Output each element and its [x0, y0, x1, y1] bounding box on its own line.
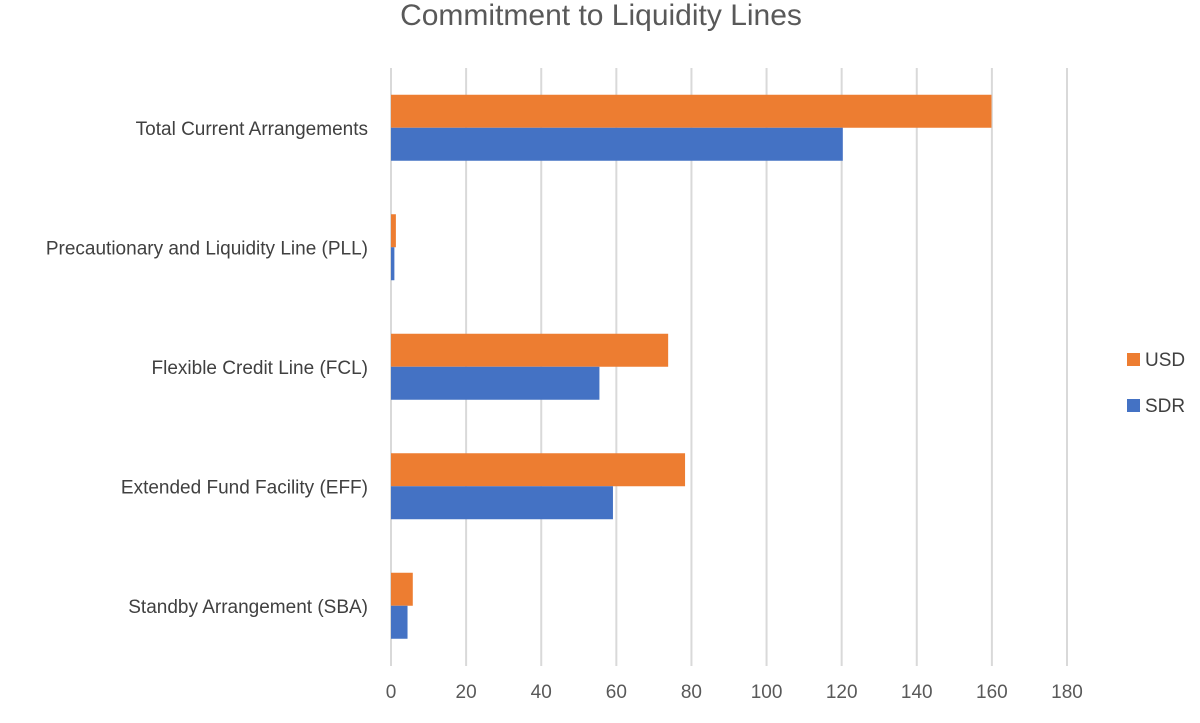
category-labels: Total Current Arrangements Precautionary …	[46, 119, 368, 618]
x-tick-label: 120	[826, 682, 858, 703]
legend-label-sdr: SDR	[1145, 396, 1185, 417]
legend-swatch-usd	[1127, 353, 1140, 366]
chart-title: Commitment to Liquidity Lines	[400, 0, 802, 32]
bar-sdr	[391, 366, 600, 400]
bar-usd	[391, 453, 686, 487]
x-tick-label: 80	[681, 682, 702, 703]
x-tick-label: 100	[751, 682, 783, 703]
x-tick-label: 180	[1051, 682, 1083, 703]
bar-usd	[391, 333, 669, 367]
bar-usd	[391, 94, 992, 128]
bars	[391, 94, 992, 639]
bar-sdr	[391, 486, 613, 520]
category-label: Standby Arrangement (SBA)	[128, 597, 368, 618]
legend-label-usd: USD	[1145, 350, 1185, 371]
x-tick-label: 60	[606, 682, 627, 703]
bar-sdr	[391, 127, 843, 161]
x-tick-label: 20	[456, 682, 477, 703]
category-label: Flexible Credit Line (FCL)	[152, 358, 368, 379]
category-label: Total Current Arrangements	[136, 119, 368, 140]
x-tick-label: 40	[531, 682, 552, 703]
legend: USD SDR	[1127, 350, 1185, 417]
x-tick-label: 160	[976, 682, 1008, 703]
category-label: Extended Fund Facility (EFF)	[121, 477, 368, 498]
gridlines	[390, 68, 1068, 666]
category-label: Precautionary and Liquidity Line (PLL)	[46, 238, 368, 259]
bar-usd	[391, 572, 413, 606]
bar-usd	[391, 214, 396, 248]
bar-sdr	[391, 605, 408, 639]
x-axis-tick-labels: 0 20 40 60 80 100 120 140 160 180	[386, 682, 1083, 703]
x-tick-label: 0	[386, 682, 397, 703]
x-tick-label: 140	[901, 682, 933, 703]
legend-swatch-sdr	[1127, 399, 1140, 412]
bar-sdr	[391, 247, 395, 281]
